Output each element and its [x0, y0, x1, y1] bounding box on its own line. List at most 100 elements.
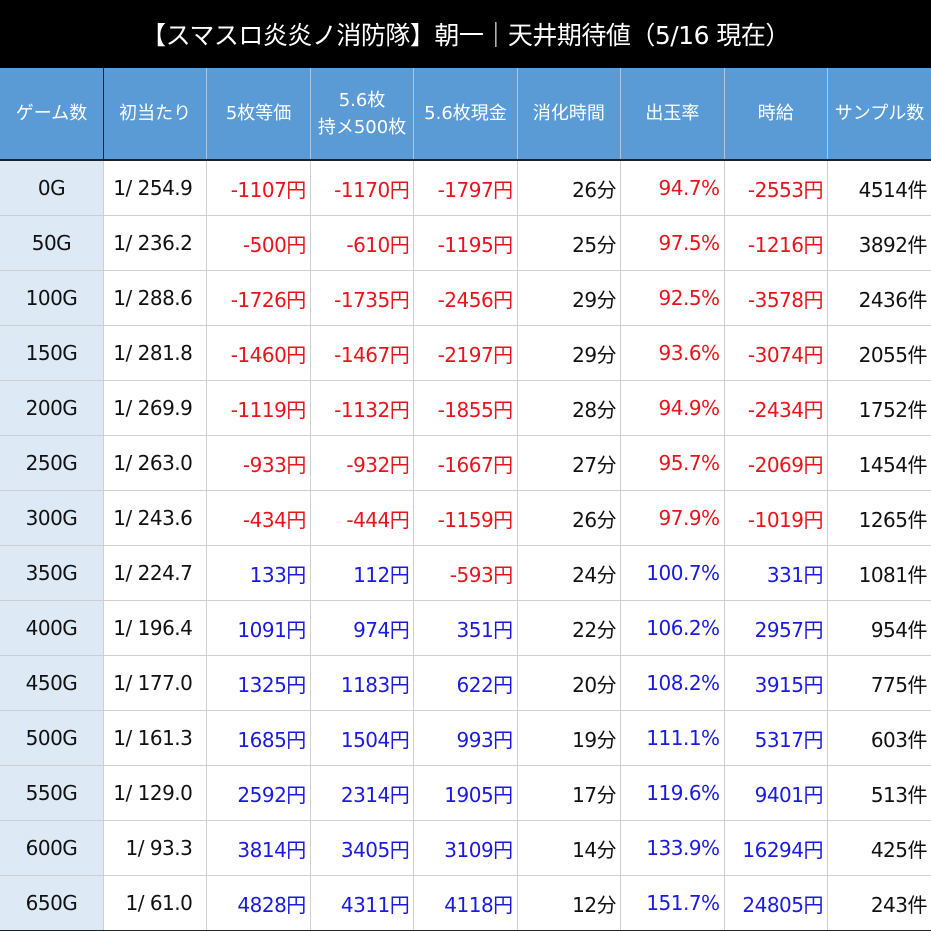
cell-samples: 1265件 — [827, 490, 931, 546]
expected-value-table: ゲーム数 初当たり 5枚等価 5.6枚 持メ500枚 5.6枚現金 消化時間 出玉率 時給 サンプ… — [0, 68, 931, 931]
cell-cash-5-6: -593円 — [413, 545, 518, 601]
column-header-equal-5: 5枚等価 — [206, 68, 311, 161]
column-header-payout-rate: 出玉率 — [620, 68, 725, 161]
cell-game-count: 150G — [0, 325, 104, 381]
column-header-samples: サンプル数 — [827, 68, 931, 161]
table-row: 350G 1/ 224.7 133円 112円 -593円 24分 100.7% 331円 10… — [0, 545, 931, 601]
cell-rate-5-6-500: -932円 — [309, 435, 415, 491]
cell-payout-rate: 94.7% — [620, 159, 725, 216]
cell-hourly: -1216円 — [723, 215, 829, 271]
cell-equal-5: 1091円 — [206, 600, 311, 656]
cell-cash-5-6: -1797円 — [413, 159, 518, 216]
column-header-first-hit: 初当たり — [102, 68, 207, 161]
table-row: 300G 1/ 243.6 -434円 -444円 -1159円 26分 97.9% -101… — [0, 490, 931, 546]
cell-time: 14分 — [516, 820, 622, 876]
cell-game-count: 600G — [0, 820, 104, 876]
cell-cash-5-6: 4118円 — [413, 875, 518, 931]
cell-time: 29分 — [516, 270, 622, 326]
cell-cash-5-6: -1159円 — [413, 490, 518, 546]
cell-equal-5: 1325円 — [206, 655, 311, 711]
cell-game-count: 650G — [0, 875, 104, 931]
cell-equal-5: -1119円 — [206, 380, 311, 436]
cell-first-hit: 1/ 236.2 — [102, 215, 208, 271]
cell-cash-5-6: -2197円 — [413, 325, 518, 381]
table-row: 150G 1/ 281.8 -1460円 -1467円 -2197円 29分 93.6% -3… — [0, 325, 931, 381]
cell-hourly: 331円 — [723, 545, 829, 601]
cell-cash-5-6: 622円 — [413, 655, 518, 711]
table-row: 100G 1/ 288.6 -1726円 -1735円 -2456円 29分 92.5% -3… — [0, 270, 931, 326]
cell-first-hit: 1/ 129.0 — [102, 765, 208, 821]
cell-first-hit: 1/ 93.3 — [102, 820, 208, 876]
cell-cash-5-6: 993円 — [413, 710, 518, 766]
cell-first-hit: 1/ 61.0 — [102, 875, 208, 931]
cell-samples: 1081件 — [827, 545, 931, 601]
cell-equal-5: 133円 — [206, 545, 311, 601]
cell-equal-5: -434円 — [206, 490, 311, 546]
cell-payout-rate: 151.7% — [620, 875, 725, 931]
column-header-cash-5-6: 5.6枚現金 — [413, 68, 518, 161]
cell-first-hit: 1/ 254.9 — [102, 159, 208, 216]
column-header-game-count: ゲーム数 — [0, 68, 104, 161]
table-row: 200G 1/ 269.9 -1119円 -1132円 -1855円 28分 94.9% -2… — [0, 380, 931, 436]
cell-equal-5: -933円 — [206, 435, 311, 491]
cell-time: 20分 — [516, 655, 622, 711]
cell-hourly: -3074円 — [723, 325, 829, 381]
cell-first-hit: 1/ 281.8 — [102, 325, 208, 381]
cell-samples: 3892件 — [827, 215, 931, 271]
cell-hourly: -2553円 — [723, 159, 829, 216]
cell-equal-5: 2592円 — [206, 765, 311, 821]
cell-payout-rate: 95.7% — [620, 435, 725, 491]
cell-equal-5: -1460円 — [206, 325, 311, 381]
cell-first-hit: 1/ 196.4 — [102, 600, 208, 656]
cell-hourly: -3578円 — [723, 270, 829, 326]
table-row: 550G 1/ 129.0 2592円 2314円 1905円 17分 119.6% 9401… — [0, 765, 931, 821]
cell-payout-rate: 97.5% — [620, 215, 725, 271]
cell-first-hit: 1/ 263.0 — [102, 435, 208, 491]
cell-payout-rate: 92.5% — [620, 270, 725, 326]
cell-payout-rate: 94.9% — [620, 380, 725, 436]
cell-first-hit: 1/ 288.6 — [102, 270, 208, 326]
cell-hourly: 16294円 — [723, 820, 829, 876]
cell-samples: 513件 — [827, 765, 931, 821]
cell-game-count: 300G — [0, 490, 104, 546]
header-row: ゲーム数 初当たり 5枚等価 5.6枚 持メ500枚 5.6枚現金 消化時間 出玉率 時給 サンプ… — [0, 68, 931, 161]
cell-cash-5-6: 3109円 — [413, 820, 518, 876]
cell-rate-5-6-500: 1504円 — [309, 710, 415, 766]
cell-game-count: 50G — [0, 215, 104, 271]
cell-first-hit: 1/ 243.6 — [102, 490, 208, 546]
cell-rate-5-6-500: 3405円 — [309, 820, 415, 876]
cell-rate-5-6-500: -1735円 — [309, 270, 415, 326]
cell-time: 17分 — [516, 765, 622, 821]
cell-hourly: -1019円 — [723, 490, 829, 546]
cell-time: 25分 — [516, 215, 622, 271]
cell-rate-5-6-500: 112円 — [309, 545, 415, 601]
cell-samples: 603件 — [827, 710, 931, 766]
cell-hourly: -2069円 — [723, 435, 829, 491]
cell-hourly: 3915円 — [723, 655, 829, 711]
cell-cash-5-6: 351円 — [413, 600, 518, 656]
cell-payout-rate: 97.9% — [620, 490, 725, 546]
table-row: 250G 1/ 263.0 -933円 -932円 -1667円 27分 95.7% -206… — [0, 435, 931, 491]
cell-payout-rate: 119.6% — [620, 765, 725, 821]
cell-first-hit: 1/ 177.0 — [102, 655, 208, 711]
table-row: 50G 1/ 236.2 -500円 -610円 -1195円 25分 97.5% -1216… — [0, 215, 931, 271]
cell-time: 12分 — [516, 875, 622, 931]
table-row: 0G 1/ 254.9 -1107円 -1170円 -1797円 26分 94.7% -255… — [0, 159, 931, 216]
cell-rate-5-6-500: 974円 — [309, 600, 415, 656]
table-row: 600G 1/ 93.3 3814円 3405円 3109円 14分 133.9% 16294… — [0, 820, 931, 876]
cell-hourly: 5317円 — [723, 710, 829, 766]
cell-rate-5-6-500: -1170円 — [309, 159, 415, 216]
cell-samples: 2055件 — [827, 325, 931, 381]
table-row: 400G 1/ 196.4 1091円 974円 351円 22分 106.2% 2957円 9… — [0, 600, 931, 656]
column-header-hourly: 時給 — [723, 68, 828, 161]
cell-samples: 243件 — [827, 875, 931, 931]
cell-game-count: 450G — [0, 655, 104, 711]
cell-game-count: 100G — [0, 270, 104, 326]
cell-time: 24分 — [516, 545, 622, 601]
table-row: 450G 1/ 177.0 1325円 1183円 622円 20分 108.2% 3915円… — [0, 655, 931, 711]
cell-game-count: 250G — [0, 435, 104, 491]
cell-samples: 4514件 — [827, 159, 931, 216]
cell-equal-5: -1107円 — [206, 159, 311, 216]
cell-rate-5-6-500: -1132円 — [309, 380, 415, 436]
cell-first-hit: 1/ 161.3 — [102, 710, 208, 766]
